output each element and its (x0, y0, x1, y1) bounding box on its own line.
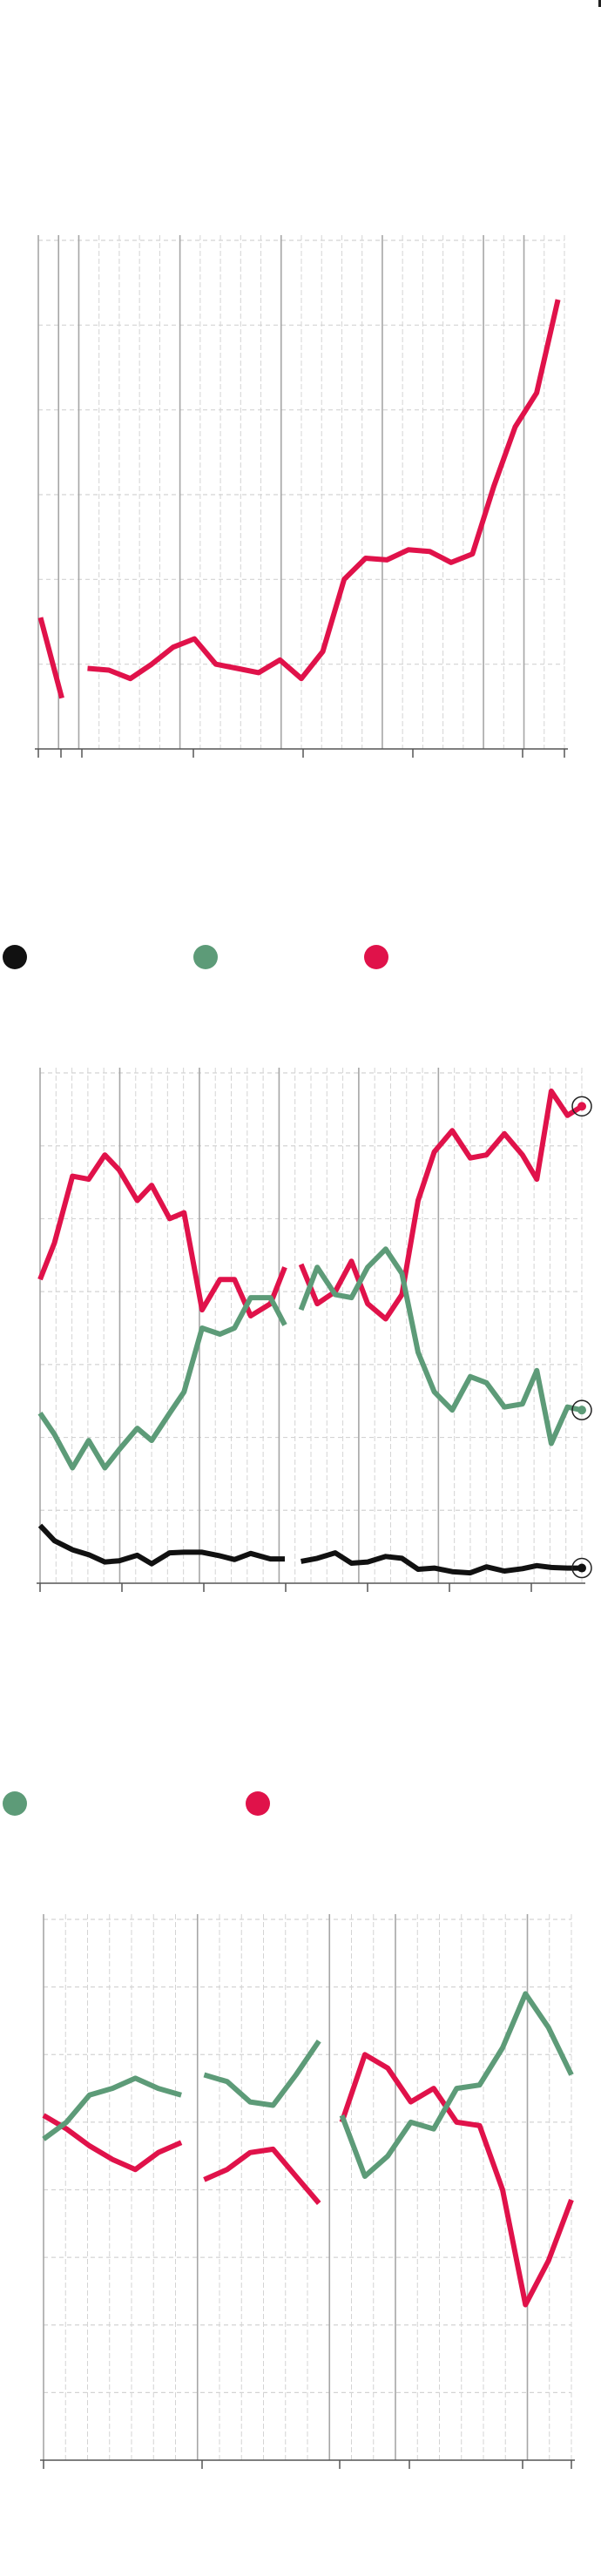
series-line-green (298, 1246, 583, 1446)
corner-mark (598, 0, 601, 7)
series-green (37, 1246, 583, 1471)
end-marker-dot-red (577, 1102, 586, 1111)
chart-2-middle-line-chart (37, 1068, 592, 1592)
end-marker-dot-green (577, 1406, 586, 1415)
series-line-green (42, 2075, 182, 2141)
series-red (42, 2052, 574, 2308)
series-line-red (339, 2052, 574, 2308)
legend-dot-green (193, 945, 218, 969)
legend-dot-red (246, 1791, 270, 1816)
chart-3-bottom-line-chart (40, 1914, 575, 2469)
series-line-red (37, 617, 64, 699)
series-line-green (203, 2040, 321, 2108)
series-line-red (203, 2146, 321, 2205)
series-line-green (37, 1295, 287, 1471)
series-line-red (42, 2113, 183, 2173)
legend-dot-green (3, 1791, 27, 1816)
chart-3-legend (0, 1789, 601, 1824)
end-marker-ring-green (571, 1399, 592, 1420)
chart-2-legend (0, 942, 601, 977)
end-marker-ring-black (571, 1557, 592, 1579)
series-line-black (300, 1550, 582, 1576)
series-black (37, 1523, 582, 1576)
series-line-green (339, 1991, 574, 2179)
chart-2-grid (37, 1068, 585, 1592)
chart-1-top-line-chart (35, 235, 568, 758)
series-green (42, 1991, 574, 2179)
end-marker-ring-red (571, 1096, 592, 1117)
series-line-red (37, 1152, 287, 1318)
legend-dot-black (3, 945, 27, 969)
end-marker-dot-black (577, 1563, 586, 1573)
chart-3-grid (40, 1914, 575, 2469)
series-red (37, 1088, 584, 1322)
series-line-red (298, 1088, 584, 1322)
series-line-red (87, 299, 561, 682)
series-line-black (37, 1523, 285, 1567)
legend-dot-red (364, 945, 388, 969)
series-red (37, 299, 561, 699)
